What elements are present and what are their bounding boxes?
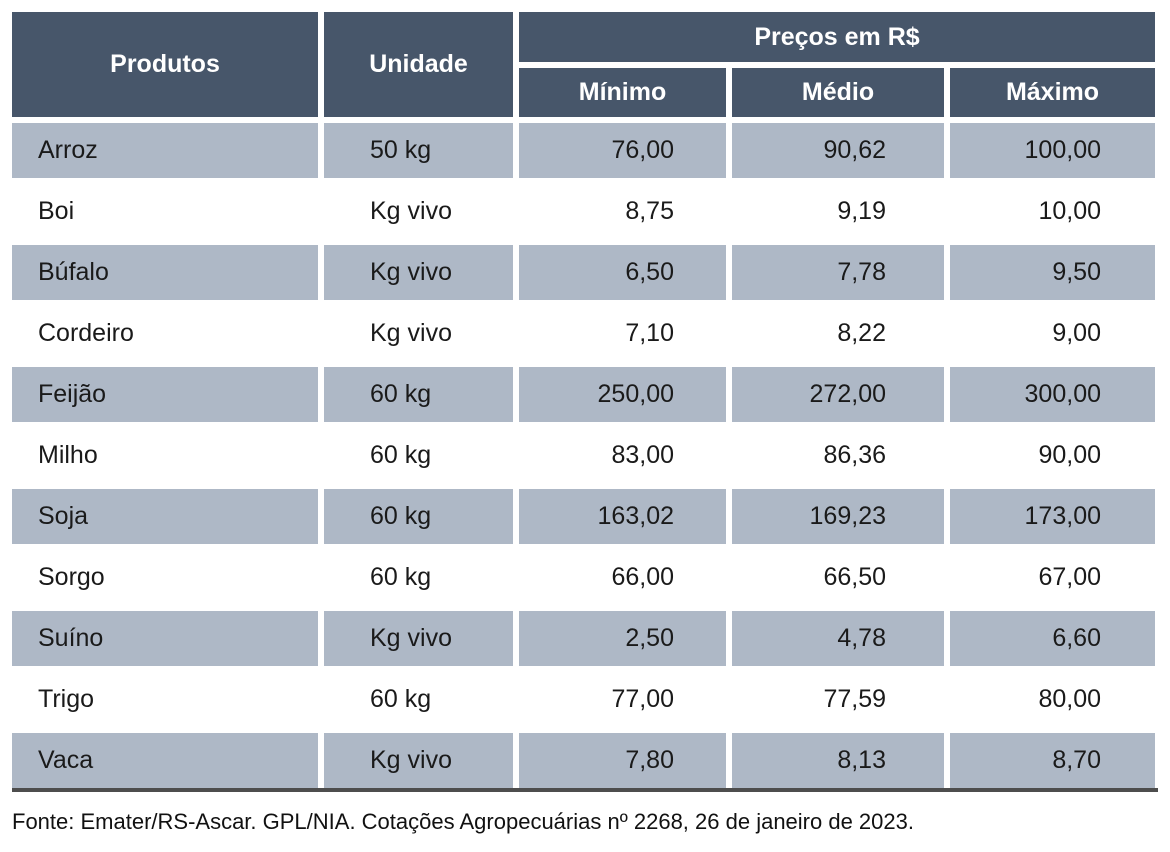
min-price-cell: 163,02 xyxy=(519,489,726,544)
unit-cell: 60 kg xyxy=(324,428,513,483)
product-cell: Boi xyxy=(12,184,318,239)
min-price-cell: 77,00 xyxy=(519,672,726,727)
product-cell: Cordeiro xyxy=(12,306,318,361)
table-bottom-rule xyxy=(12,788,1158,792)
max-price-cell: 9,50 xyxy=(950,245,1155,300)
product-cell: Milho xyxy=(12,428,318,483)
avg-price-cell: 272,00 xyxy=(732,367,944,422)
table-row: Vaca Kg vivo 7,80 8,13 8,70 xyxy=(12,733,1158,788)
max-price-cell: 6,60 xyxy=(950,611,1155,666)
min-price-cell: 2,50 xyxy=(519,611,726,666)
avg-price-cell: 169,23 xyxy=(732,489,944,544)
max-price-cell: 100,00 xyxy=(950,123,1155,178)
min-price-cell: 250,00 xyxy=(519,367,726,422)
max-price-cell: 80,00 xyxy=(950,672,1155,727)
unit-cell: Kg vivo xyxy=(324,611,513,666)
avg-price-cell: 90,62 xyxy=(732,123,944,178)
table-row: Suíno Kg vivo 2,50 4,78 6,60 xyxy=(12,611,1158,666)
min-price-cell: 7,10 xyxy=(519,306,726,361)
table-row: Arroz 50 kg 76,00 90,62 100,00 xyxy=(12,123,1158,178)
table-row: Milho 60 kg 83,00 86,36 90,00 xyxy=(12,428,1158,483)
product-cell: Búfalo xyxy=(12,245,318,300)
header-minimo: Mínimo xyxy=(519,68,726,117)
max-price-cell: 10,00 xyxy=(950,184,1155,239)
min-price-cell: 76,00 xyxy=(519,123,726,178)
max-price-cell: 9,00 xyxy=(950,306,1155,361)
table-row: Soja 60 kg 163,02 169,23 173,00 xyxy=(12,489,1158,544)
unit-cell: 60 kg xyxy=(324,489,513,544)
unit-cell: Kg vivo xyxy=(324,306,513,361)
table-row: Trigo 60 kg 77,00 77,59 80,00 xyxy=(12,672,1158,727)
product-cell: Suíno xyxy=(12,611,318,666)
unit-cell: 50 kg xyxy=(324,123,513,178)
product-cell: Vaca xyxy=(12,733,318,788)
unit-cell: 60 kg xyxy=(324,672,513,727)
table-row: Cordeiro Kg vivo 7,10 8,22 9,00 xyxy=(12,306,1158,361)
product-cell: Trigo xyxy=(12,672,318,727)
max-price-cell: 8,70 xyxy=(950,733,1155,788)
header-medio: Médio xyxy=(732,68,944,117)
min-price-cell: 7,80 xyxy=(519,733,726,788)
max-price-cell: 173,00 xyxy=(950,489,1155,544)
min-price-cell: 8,75 xyxy=(519,184,726,239)
table-row: Sorgo 60 kg 66,00 66,50 67,00 xyxy=(12,550,1158,605)
avg-price-cell: 7,78 xyxy=(732,245,944,300)
avg-price-cell: 4,78 xyxy=(732,611,944,666)
product-cell: Feijão xyxy=(12,367,318,422)
table-body: Arroz 50 kg 76,00 90,62 100,00 Boi Kg vi… xyxy=(12,123,1158,788)
max-price-cell: 90,00 xyxy=(950,428,1155,483)
min-price-cell: 66,00 xyxy=(519,550,726,605)
header-unidade: Unidade xyxy=(324,12,513,117)
product-cell: Sorgo xyxy=(12,550,318,605)
price-table-page: Produtos Unidade Preços em R$ Mínimo Méd… xyxy=(12,12,1158,835)
product-cell: Arroz xyxy=(12,123,318,178)
table-row: Boi Kg vivo 8,75 9,19 10,00 xyxy=(12,184,1158,239)
unit-cell: Kg vivo xyxy=(324,733,513,788)
table-row: Feijão 60 kg 250,00 272,00 300,00 xyxy=(12,367,1158,422)
source-note: Fonte: Emater/RS-Ascar. GPL/NIA. Cotaçõe… xyxy=(12,809,914,834)
min-price-cell: 6,50 xyxy=(519,245,726,300)
unit-cell: 60 kg xyxy=(324,367,513,422)
avg-price-cell: 66,50 xyxy=(732,550,944,605)
product-cell: Soja xyxy=(12,489,318,544)
avg-price-cell: 8,22 xyxy=(732,306,944,361)
table-header: Produtos Unidade Preços em R$ Mínimo Méd… xyxy=(12,12,1158,117)
avg-price-cell: 77,59 xyxy=(732,672,944,727)
unit-cell: 60 kg xyxy=(324,550,513,605)
max-price-cell: 67,00 xyxy=(950,550,1155,605)
min-price-cell: 83,00 xyxy=(519,428,726,483)
unit-cell: Kg vivo xyxy=(324,184,513,239)
avg-price-cell: 9,19 xyxy=(732,184,944,239)
avg-price-cell: 86,36 xyxy=(732,428,944,483)
max-price-cell: 300,00 xyxy=(950,367,1155,422)
table-row: Búfalo Kg vivo 6,50 7,78 9,50 xyxy=(12,245,1158,300)
avg-price-cell: 8,13 xyxy=(732,733,944,788)
header-maximo: Máximo xyxy=(950,68,1155,117)
unit-cell: Kg vivo xyxy=(324,245,513,300)
header-precos-group: Preços em R$ xyxy=(519,12,1155,62)
header-produtos: Produtos xyxy=(12,12,318,117)
